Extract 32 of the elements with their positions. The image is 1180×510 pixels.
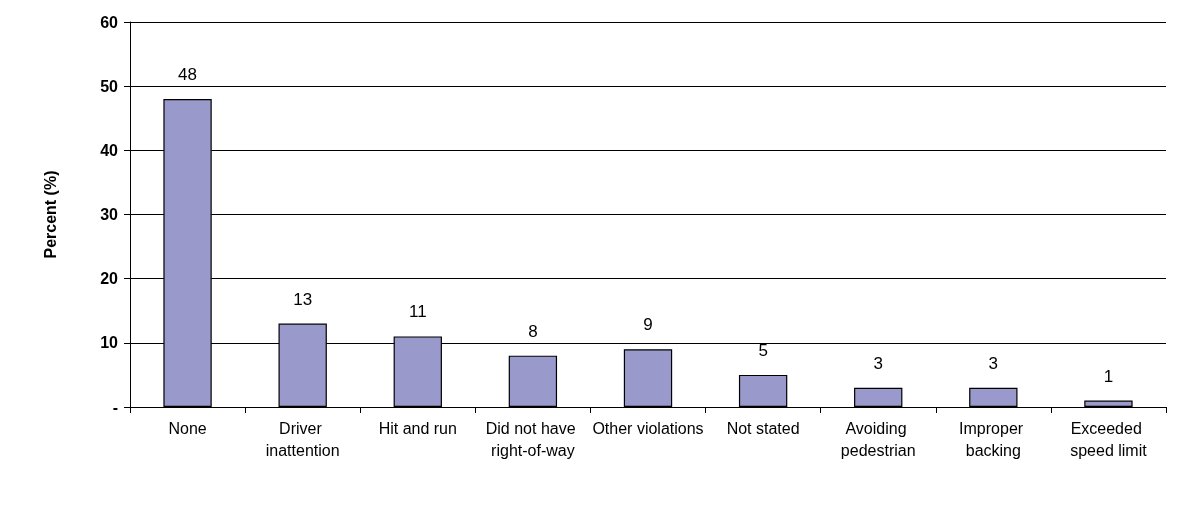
data-label: 8 (528, 321, 538, 341)
y-tick-label: - (112, 398, 118, 416)
x-tick-label: Not stated (726, 419, 800, 437)
data-label: 9 (643, 315, 653, 335)
y-axis-title: Percent (%) (41, 170, 59, 259)
x-tick-label: Hit and run (378, 419, 457, 437)
x-tick-label: Driver inattention (265, 419, 340, 459)
x-tick-label: Avoiding pedestrian (840, 419, 916, 459)
y-tick-label: 40 (100, 141, 119, 159)
y-tick-label: 50 (100, 77, 119, 95)
data-label: 5 (758, 340, 768, 360)
data-label: 48 (178, 65, 198, 84)
bar (738, 374, 788, 407)
bar (854, 387, 903, 407)
y-tick-label: 10 (100, 334, 119, 352)
data-label: 1 (1103, 366, 1114, 386)
bar (1084, 400, 1133, 407)
bar (623, 349, 673, 407)
data-label: 11 (408, 302, 427, 322)
y-tick-label: 30 (100, 206, 119, 223)
data-label: 3 (873, 353, 883, 373)
y-tick-label: 20 (100, 270, 119, 288)
x-tick-label: None (168, 419, 207, 437)
x-tick-label: Exceeded speed limit (1070, 419, 1148, 459)
data-label: 13 (293, 289, 313, 309)
bar (969, 387, 1018, 407)
x-tick-label: Other violations (592, 419, 704, 437)
x-tick-label: Improper backing (959, 419, 1028, 459)
bar (508, 355, 558, 407)
y-tick-label: 60 (100, 13, 119, 31)
data-label: 3 (988, 353, 999, 373)
x-tick-label: Did not have right-of-way (485, 419, 581, 459)
